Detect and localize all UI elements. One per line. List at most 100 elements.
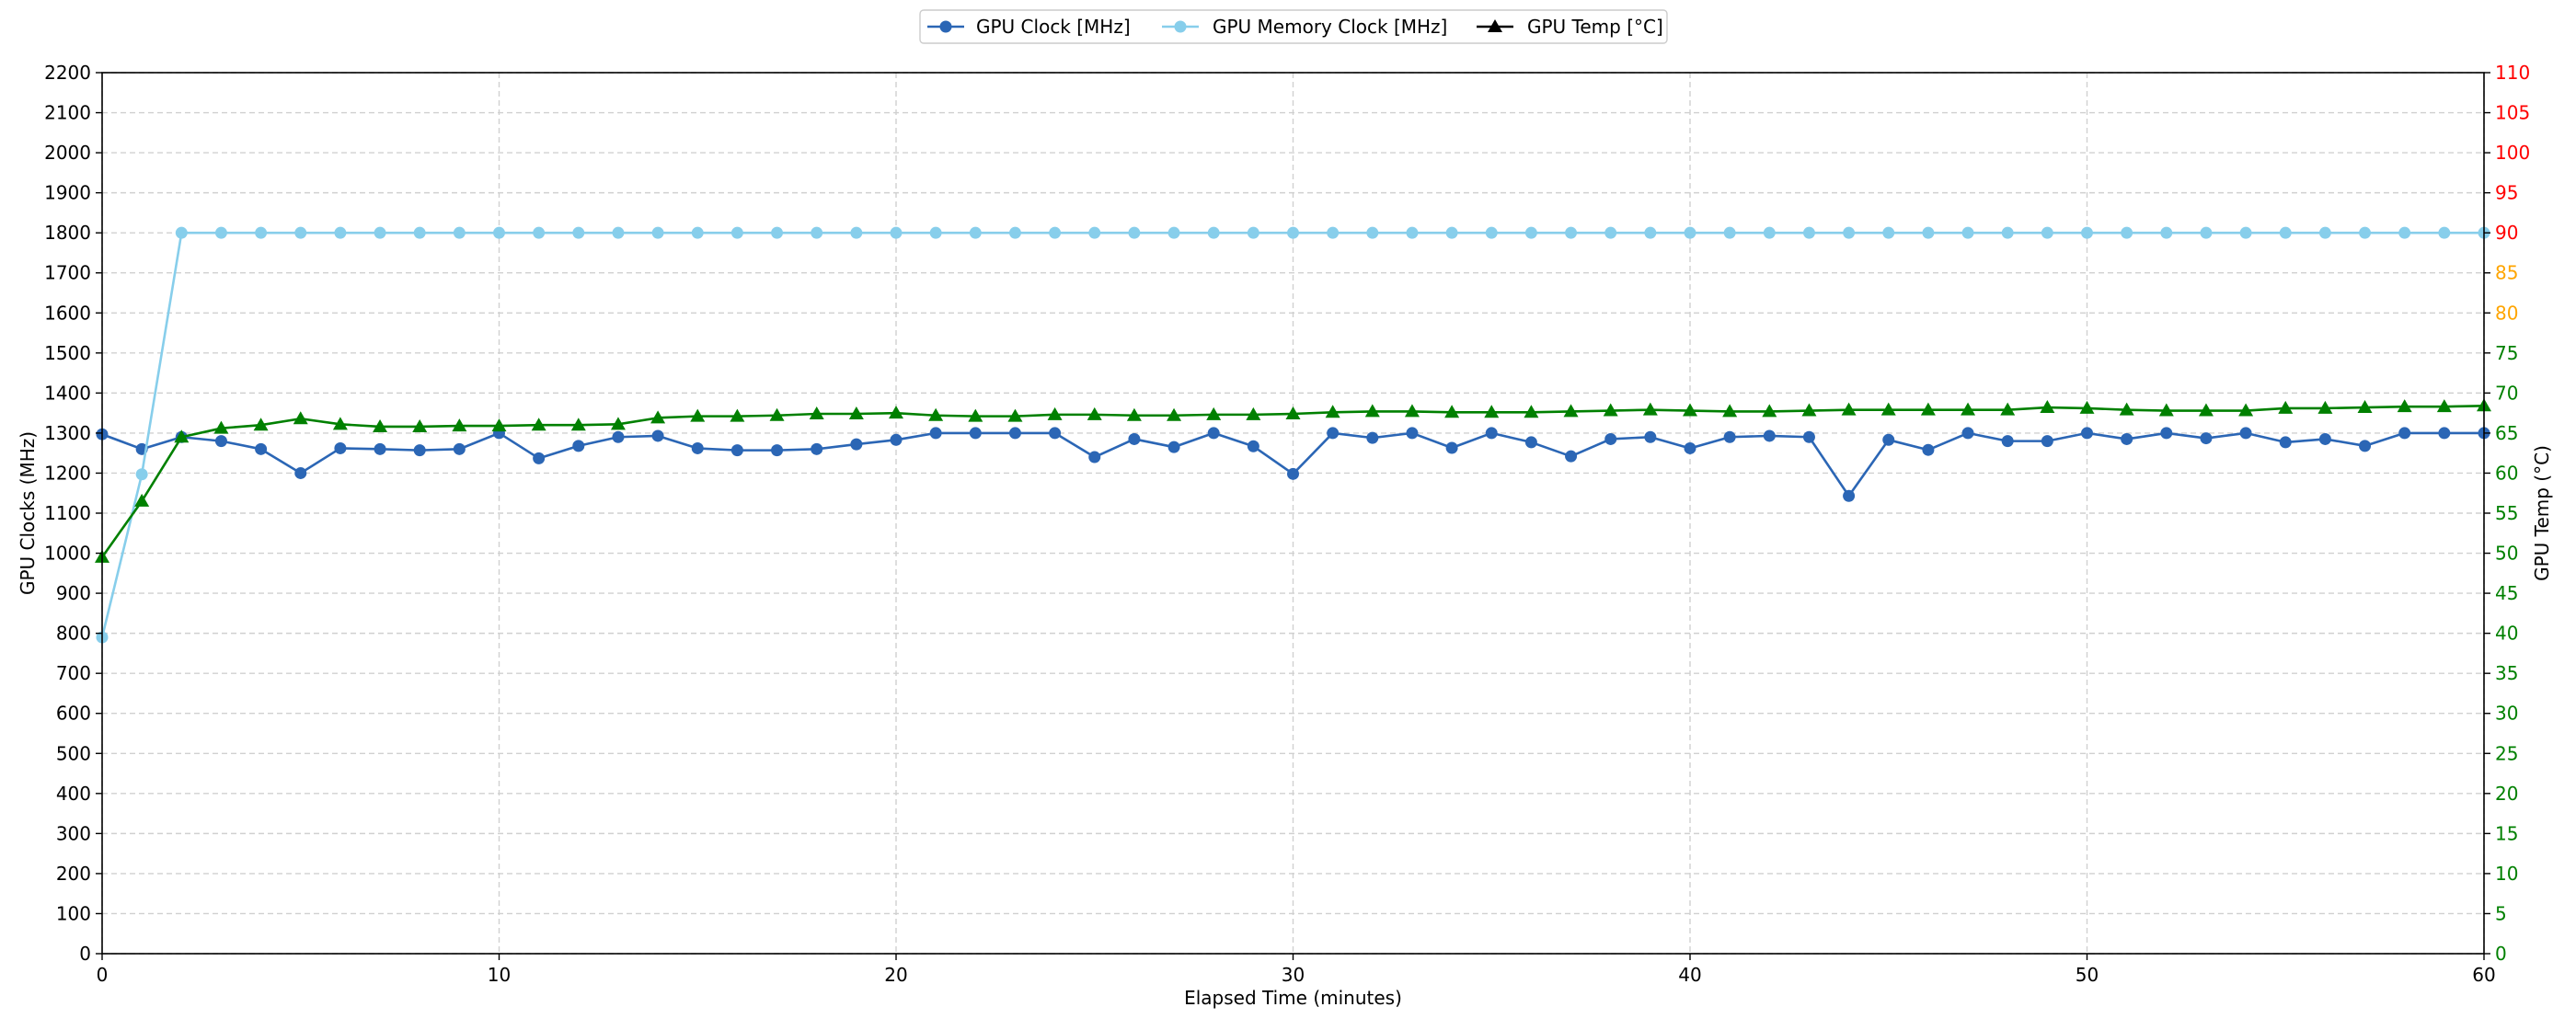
y-tick-label: 1300 [44,422,91,444]
series-2-point [1484,405,1500,418]
series-2-point [213,420,229,434]
series-1-point [1565,226,1578,239]
series-2-point [491,418,507,432]
series-2-point [2238,403,2254,417]
series-0-point [533,452,546,464]
series-1-point [1882,226,1895,239]
series-1-point [1128,226,1141,239]
series-2-point [452,418,467,432]
series-1-point [135,468,148,481]
y2-tick-label: 75 [2495,342,2518,364]
series-2-point [373,418,388,432]
series-2-point [690,408,706,422]
series-2-point [1126,407,1142,421]
x-tick-label: 0 [97,964,109,986]
series-2-point [531,418,546,431]
series-0-point [1843,489,1856,502]
y2-axis-label: GPU Temp (°C) [2531,445,2553,581]
series-0-point [730,444,743,457]
series-2-point [1404,404,1420,418]
series-0-point [850,438,863,451]
y-tick-label: 2200 [44,62,91,84]
y-tick-label: 200 [56,863,91,885]
series-2-point [174,429,190,443]
y-tick-label: 500 [56,742,91,764]
series-1-point [811,226,823,239]
legend-swatch-marker [1488,19,1502,32]
series-0-point [969,427,982,440]
y-axis-label: GPU Clocks (MHz) [17,431,39,595]
y2-tick-label: 35 [2495,662,2518,684]
series-0-point [771,444,784,457]
series-0-point [1167,441,1180,453]
series-2-point [1285,406,1301,420]
y2-tick-label: 40 [2495,623,2518,645]
y-tick-label: 1800 [44,222,91,244]
y-tick-label: 900 [56,582,91,604]
series-2-point [1880,402,1896,416]
series-0-point [2438,427,2451,440]
series-1-point [2001,226,2014,239]
y-tick-label: 800 [56,623,91,645]
series-1-point [374,226,386,239]
x-tick-label: 60 [2472,964,2495,986]
series-0-point [2041,435,2053,448]
series-2-point [2436,399,2452,413]
series-2-point [1524,405,1539,418]
series-2-point [1563,404,1579,418]
y2-tick-label: 55 [2495,502,2518,524]
series-1-point [850,226,863,239]
series-0-point [2318,432,2331,445]
series-1-point [2359,226,2372,239]
series-2-point [2278,400,2294,414]
series-0-point [374,442,386,455]
series-0-point [453,442,466,455]
x-tick-label: 10 [488,964,511,986]
series-0-point [1088,451,1101,464]
series-1-point [255,226,268,239]
series-2-point [650,410,666,424]
series-2-point [968,408,983,422]
series-2-point [1007,408,1023,422]
series-1-point [612,226,625,239]
series-0-point [2359,440,2372,452]
series-0-point [255,442,268,455]
series-1-point [413,226,426,239]
series-0-point [1763,429,1776,442]
series-2-point [1722,404,1738,418]
series-2-point [769,407,785,421]
series-1-point [1366,226,1379,239]
series-2-point [1801,403,1817,417]
y-tick-label: 700 [56,662,91,684]
series-1-point [929,226,942,239]
series-2-point [1762,404,1777,418]
series-0-point [1327,427,1340,440]
y-tick-label: 0 [79,943,91,965]
series-2-point [412,418,428,432]
y2-tick-label: 30 [2495,703,2518,725]
series-1-point [1287,226,1299,239]
series-2-point [2119,402,2134,416]
series-1-point [651,226,664,239]
series-0-point [214,435,227,448]
y-tick-label: 100 [56,902,91,924]
y2-tick-label: 90 [2495,222,2518,244]
series-1-point [1445,226,1458,239]
y2-tick-label: 70 [2495,382,2518,404]
series-2-point [1246,406,1261,420]
series-0-point [1207,427,1220,440]
series-1-point [1008,226,1021,239]
x-tick-label: 40 [1678,964,1701,986]
series-0-point [1366,431,1379,444]
series-1-point [1524,226,1537,239]
series-2-point [1444,405,1460,418]
series-0-point [2200,432,2213,445]
series-2-point [2158,403,2174,417]
series-0-point [1684,441,1696,454]
series-2-point [2317,400,2333,414]
y-tick-label: 2100 [44,102,91,124]
series-0-point [1604,432,1617,445]
series-0-point [1882,433,1895,446]
series-1-point [2438,226,2451,239]
series-1-point [1843,226,1856,239]
